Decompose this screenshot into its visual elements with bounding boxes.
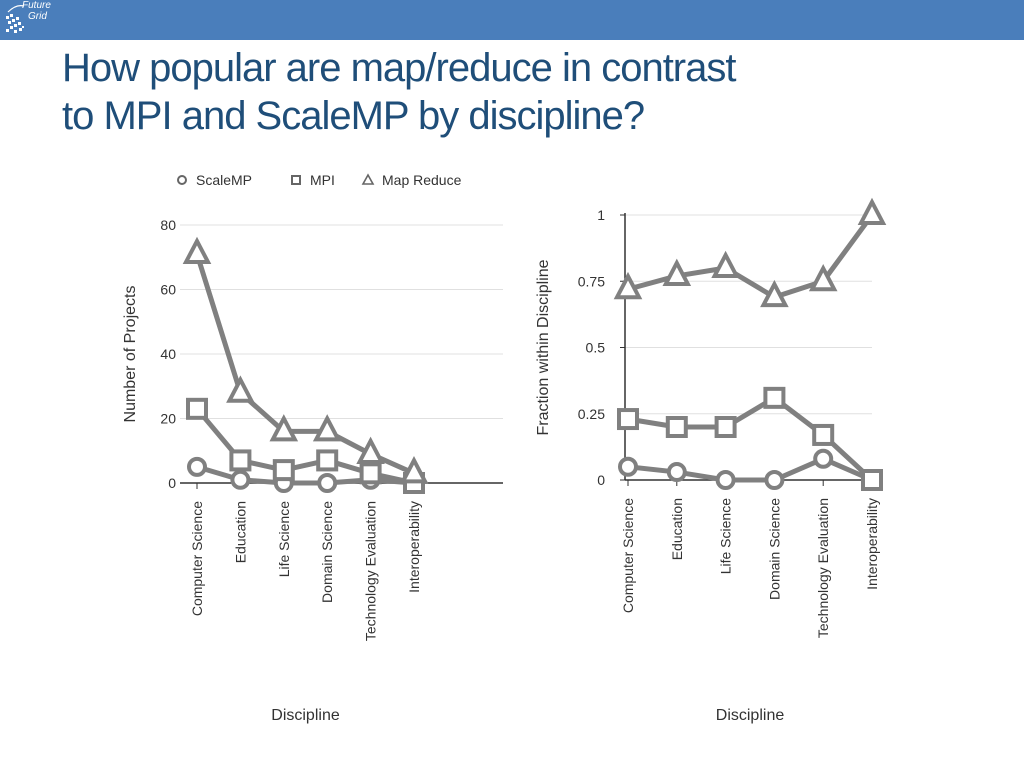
y-tick-label: 20 (160, 411, 176, 427)
point-mpi-computer-science (617, 408, 639, 431)
y-tick-label: 1 (597, 207, 605, 223)
legend-marker-scalemp (177, 175, 187, 185)
x-tick-label-interoperability: Interoperability (864, 498, 880, 590)
x-tick-label-life-science: Life Science (718, 498, 734, 574)
x-tick-label-technology-evaluation: Technology Evaluation (815, 498, 831, 638)
point-map-reduce-life-science (269, 414, 299, 442)
point-map-reduce-computer-science (613, 271, 643, 300)
y-tick-label: 0.75 (578, 273, 605, 289)
point-scalemp-life-science (715, 470, 736, 490)
legend-label-mpi: MPI (310, 172, 335, 188)
point-map-reduce-domain-science (760, 279, 789, 308)
series-line-mpi (627, 395, 874, 482)
x-tick-label-education: Education (669, 498, 685, 560)
point-scalemp-technology-evaluation (813, 448, 834, 469)
legend-label-scalemp: ScaleMP (196, 172, 252, 188)
point-scalemp-education (666, 462, 687, 483)
point-scalemp-computer-science (618, 456, 638, 477)
y-axis-title: Fraction within Discipline (535, 259, 552, 435)
point-scalemp-domain-science (317, 473, 338, 493)
point-scalemp-education (230, 469, 251, 490)
point-mpi-computer-science (186, 397, 208, 420)
y-tick-label: 40 (160, 346, 176, 362)
point-map-reduce-interoperability (857, 197, 887, 225)
slide-title: How popular are map/reduce in contrast t… (62, 44, 982, 140)
series-line-scalemp (627, 456, 873, 483)
x-tick-label-life-science: Life Science (276, 501, 292, 577)
top-bar: Future Grid (0, 0, 1024, 40)
point-mpi-education (665, 416, 688, 438)
x-axis-title: Discipline (716, 707, 785, 724)
y-tick-label: 0 (597, 472, 605, 488)
legend-marker-mpi (291, 175, 301, 185)
series-map-reduce (182, 236, 429, 484)
point-mpi-education (229, 449, 252, 472)
point-mpi-life-science (272, 459, 295, 482)
legend-label-map-reduce: Map Reduce (382, 172, 462, 188)
series-map-reduce (613, 197, 887, 308)
y-axis-title: Number of Projects (122, 286, 139, 423)
y-tick-label: 0.5 (586, 340, 606, 356)
series-mpi (617, 386, 883, 491)
logo-line2: Grid (28, 11, 47, 22)
y-tick-label: 60 (160, 282, 176, 298)
logo-line1: Future (22, 0, 51, 11)
series-scalemp (618, 448, 882, 490)
point-map-reduce-technology-evaluation (808, 263, 838, 292)
chart-legend: ScaleMP MPI Map Reduce (177, 172, 462, 188)
y-tick-label: 0 (168, 475, 176, 491)
series-line-map-reduce (194, 253, 416, 476)
x-tick-label-domain-science: Domain Science (766, 498, 782, 600)
x-tick-label-interoperability: Interoperability (406, 501, 422, 593)
x-tick-label-domain-science: Domain Science (319, 501, 335, 603)
x-tick-label-computer-science: Computer Science (620, 498, 636, 613)
logo-text: Future Grid (22, 0, 51, 22)
point-map-reduce-interoperability (399, 456, 429, 484)
chart-figure: ScaleMP MPI Map Reduce 0 20 40 60 80 Computer Sc… (122, 172, 887, 724)
y-tick-label: 80 (160, 217, 176, 233)
point-map-reduce-technology-evaluation (356, 436, 385, 464)
x-tick-label-computer-science: Computer Science (189, 501, 205, 616)
y-tick-label: 0.25 (578, 406, 605, 422)
point-mpi-technology-evaluation (812, 423, 835, 446)
series-mpi (186, 397, 425, 494)
chart-panel-2: 0 0.25 0.5 0.75 1 Computer Science Education Li… (535, 197, 887, 724)
x-axis-title: Discipline (271, 707, 340, 724)
legend-marker-map-reduce (361, 173, 375, 185)
point-mpi-life-science (714, 416, 737, 438)
future-grid-logo (6, 5, 25, 33)
point-map-reduce-computer-science (182, 236, 212, 265)
x-tick-label-technology-evaluation: Technology Evaluation (363, 501, 379, 641)
point-map-reduce-life-science (711, 250, 740, 278)
slide-title-line1: How popular are map/reduce in contrast (62, 46, 736, 90)
point-map-reduce-domain-science (312, 414, 342, 442)
point-mpi-interoperability (861, 469, 883, 491)
point-scalemp-domain-science (764, 470, 785, 490)
point-scalemp-computer-science (187, 456, 207, 477)
slide-title-line2: to MPI and ScaleMP by discipline? (62, 94, 645, 138)
point-mpi-domain-science (763, 386, 786, 409)
point-mpi-technology-evaluation (359, 462, 382, 485)
x-tick-label-education: Education (232, 501, 248, 563)
point-map-reduce-education (226, 375, 255, 403)
chart-panel-1: 0 20 40 60 80 Computer Science Education Life S… (122, 217, 503, 724)
point-mpi-domain-science (316, 449, 339, 472)
point-map-reduce-education (662, 258, 692, 286)
